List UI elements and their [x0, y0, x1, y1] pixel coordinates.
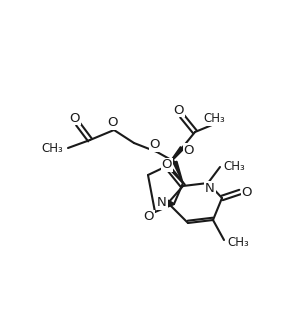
Text: O: O [162, 158, 172, 171]
Text: O: O [107, 116, 117, 129]
Text: O: O [242, 185, 252, 199]
Text: CH₃: CH₃ [41, 141, 63, 155]
Text: CH₃: CH₃ [203, 112, 225, 126]
Text: O: O [144, 211, 154, 224]
Polygon shape [167, 147, 184, 166]
Text: CH₃: CH₃ [223, 160, 245, 173]
Polygon shape [173, 161, 183, 183]
Text: N: N [157, 197, 167, 210]
Text: O: O [70, 111, 80, 125]
Text: O: O [174, 103, 184, 116]
Text: O: O [184, 143, 194, 156]
Text: CH₃: CH₃ [227, 235, 249, 248]
Text: N: N [205, 182, 215, 195]
Text: O: O [150, 139, 160, 152]
